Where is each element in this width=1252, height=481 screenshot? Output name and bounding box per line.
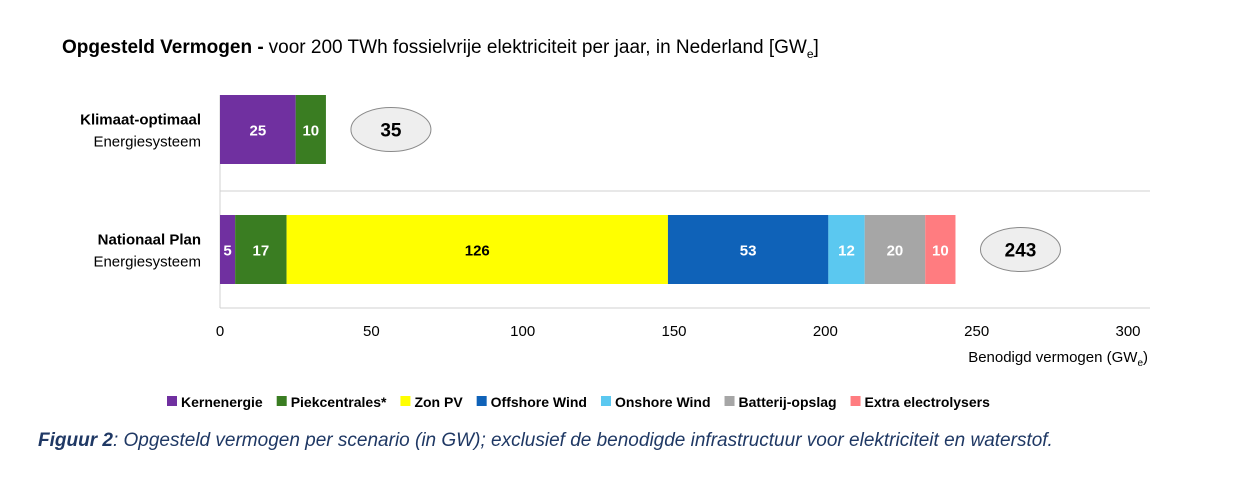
legend-label: Batterij-opslag [739,394,837,410]
figure-caption-label: Figuur 2 [38,430,113,451]
chart-title-bold: Opgesteld Vermogen - [62,37,264,58]
bar-value-label: 10 [932,243,949,260]
category-label-line1: Nationaal Plan [98,232,201,249]
bar-segment [286,215,668,284]
legend-label: Zon PV [414,394,463,410]
figure-caption: Figuur 2: Opgesteld vermogen per scenari… [38,430,1053,452]
category-label-line2: Energiesysteem [93,134,201,151]
bar-segment [220,95,296,164]
bar-segment [667,215,829,284]
bar-value-label: 10 [302,123,319,140]
x-axis-label-main: Benodigd vermogen (GW [968,349,1138,366]
total-ellipse [979,227,1061,272]
category-labels: Klimaat-optimaal Energiesysteem Nationaal … [80,112,201,271]
legend-label: Kernenergie [181,394,263,410]
legend-swatch [167,396,177,406]
total-label: 243 [1005,241,1037,262]
category-label-line2: Energiesysteem [93,254,201,271]
chart-title-close: ] [814,37,819,58]
x-tick-label: 200 [813,323,838,340]
bar-value-label: 5 [223,243,231,260]
x-tick-label: 50 [363,323,380,340]
bar-segment [235,215,287,284]
bar-segment [220,215,236,284]
x-axis-label-subscript: e [1137,358,1143,369]
category-label-line1: Klimaat-optimaal [80,112,201,129]
bar-value-label: 12 [838,243,855,260]
legend-swatch [400,396,411,406]
x-tick-label: 300 [1115,323,1140,340]
bar-value-label: 126 [465,243,490,260]
legend-swatch [276,396,287,406]
legend-swatch [476,396,487,406]
bar-value-label: 20 [887,243,904,260]
legend-label: Extra electrolysers [865,394,991,410]
bar-segment [828,215,865,284]
legend-label: Offshore Wind [491,394,587,410]
chart-title-rest: voor 200 TWh fossielvrije elektriciteit … [269,37,807,58]
total-ellipse [350,107,432,152]
totals: 35 243 [350,107,1061,272]
x-tick-label: 250 [964,323,989,340]
bar-value-label: 25 [249,123,266,140]
legend-swatch [724,396,735,406]
legend-label: Piekcentrales* [291,394,387,410]
legend-swatch [850,396,861,406]
figure-caption-text: : Opgesteld vermogen per scenario (in GW… [112,430,1053,451]
x-tick-label: 150 [661,323,686,340]
bar-segment [864,215,926,284]
legend-label: Onshore Wind [615,394,711,410]
chart-title-subscript: e [807,47,814,61]
x-ticks: 0 50 100 150 200 250 300 [216,323,1141,340]
x-tick-label: 100 [510,323,535,340]
legend-swatch [600,396,611,406]
bars: 25 10 5 17 126 53 12 20 10 [220,95,956,284]
x-axis-label: Benodigd vermogen (GWe) [968,349,1148,369]
bar-value-label: 53 [740,243,757,260]
total-label: 35 [380,121,402,142]
x-axis-label-close: ) [1143,349,1148,366]
legend: Kernenergie Piekcentrales* Zon PV Offshore … [167,394,990,410]
chart-title: Opgesteld Vermogen - voor 200 TWh fossiel… [62,37,819,61]
bar-segment [925,215,956,284]
bar-segment [295,95,326,164]
bar-value-label: 17 [253,243,270,260]
x-tick-label: 0 [216,323,224,340]
